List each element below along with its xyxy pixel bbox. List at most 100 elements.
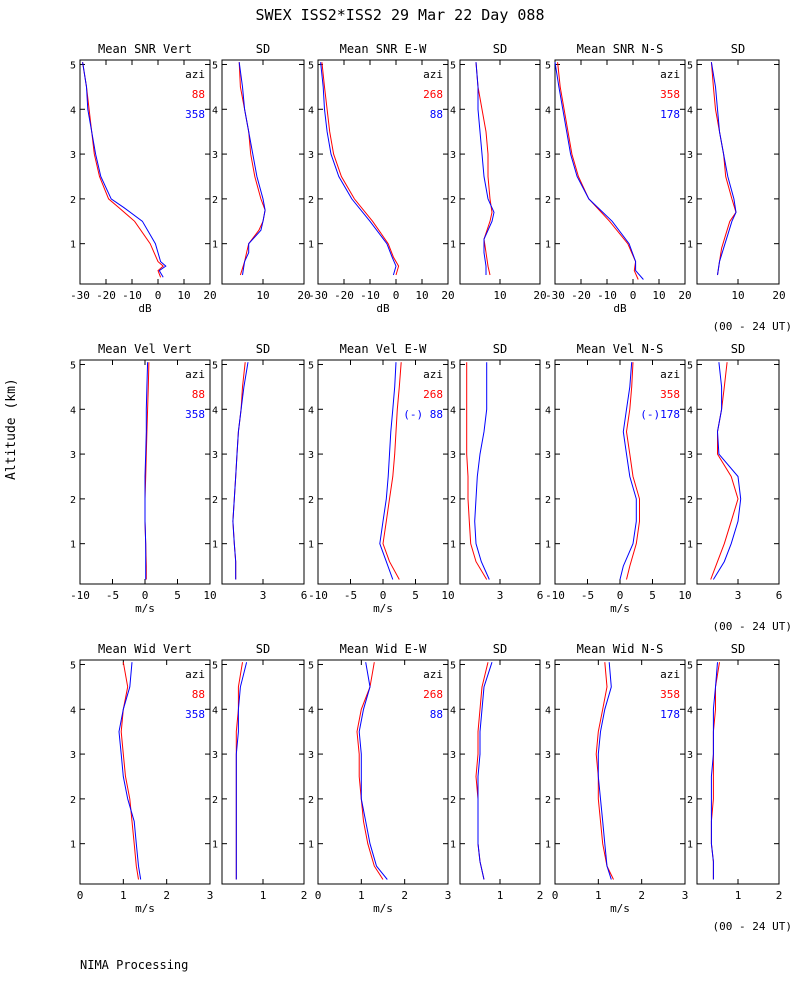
series-line-r0-p4-358: [557, 62, 639, 280]
panel-title-r0-p0: Mean SNR Vert: [98, 42, 192, 56]
x-tick-label-r1-p2-0: 0: [380, 589, 387, 602]
panel-title-r2-p0: Mean Wid Vert: [98, 642, 192, 656]
series-line-r1-p0-358: [144, 362, 149, 580]
y-tick-label-r1-p4-2: 2: [545, 495, 551, 506]
y-tick-label-r2-p0-3: 3: [70, 750, 76, 761]
x-tick-label-r0-p4-10: 10: [652, 289, 665, 302]
y-tick-label-r2-p5-2: 2: [687, 795, 693, 806]
y-tick-label-r2-p4-3: 3: [545, 750, 551, 761]
x-tick-label-r1-p2--5: -5: [344, 589, 357, 602]
y-tick-label-r1-p5-1: 1: [687, 540, 693, 551]
y-tick-label-r1-p4-4: 4: [545, 405, 551, 416]
x-tick-label-r0-p4-20: 20: [678, 289, 691, 302]
y-tick-label-r1-p5-3: 3: [687, 450, 693, 461]
legend-entry-r1-p4-1: (-)178: [640, 408, 680, 421]
panel-frame-r1-p1: [221, 359, 305, 585]
x-axis-unit-r1-p0: m/s: [135, 602, 155, 615]
panel-frame-r2-p2: [317, 659, 449, 885]
x-tick-label-r0-p4--10: -10: [597, 289, 617, 302]
y-tick-label-r1-p3-5: 5: [450, 360, 456, 371]
y-tick-label-r1-p2-1: 1: [308, 540, 314, 551]
panel-title-r2-p5: SD: [731, 642, 745, 656]
x-axis-unit-r0-p4: dB: [613, 302, 627, 315]
series-line-r2-p0-88: [120, 662, 139, 880]
y-tick-label-r2-p1-2: 2: [212, 795, 218, 806]
panel-frame-r2-p0: [79, 659, 211, 885]
y-tick-label-r0-p5-3: 3: [687, 150, 693, 161]
legend-entry-r2-p4-0: 358: [660, 688, 680, 701]
y-tick-label-r0-p3-3: 3: [450, 150, 456, 161]
y-tick-label-r1-p1-5: 5: [212, 360, 218, 371]
y-tick-label-r1-p2-4: 4: [308, 405, 314, 416]
y-tick-label-r0-p1-2: 2: [212, 195, 218, 206]
legend-entry-r2-p2-1: 88: [430, 708, 443, 721]
y-tick-label-r0-p4-1: 1: [545, 240, 551, 251]
x-tick-label-r1-p4--10: -10: [545, 589, 565, 602]
y-tick-label-r0-p5-2: 2: [687, 195, 693, 206]
y-tick-label-r2-p1-1: 1: [212, 840, 218, 851]
y-tick-label-r2-p0-2: 2: [70, 795, 76, 806]
x-tick-label-r0-p3-10: 10: [493, 289, 506, 302]
y-tick-label-r0-p4-3: 3: [545, 150, 551, 161]
series-line-r2-p3-88: [477, 662, 493, 880]
y-tick-label-r0-p1-1: 1: [212, 240, 218, 251]
y-tick-label-r1-p1-4: 4: [212, 405, 218, 416]
series-line-r2-p2-88: [358, 662, 388, 880]
x-tick-label-r2-p4-2: 2: [638, 889, 645, 902]
panel-frame-r0-p3: [459, 59, 541, 285]
y-tick-label-r2-p4-1: 1: [545, 840, 551, 851]
legend-entry-r0-p2-0: 268: [423, 88, 443, 101]
x-tick-label-r2-p0-0: 0: [77, 889, 84, 902]
y-tick-label-r0-p4-4: 4: [545, 105, 551, 116]
y-tick-label-r2-p2-3: 3: [308, 750, 314, 761]
legend-entry-r2-p0-1: 358: [185, 708, 205, 721]
series-line-r1-p2-88: [379, 362, 397, 580]
x-axis-unit-r2-p4: m/s: [610, 902, 630, 915]
series-line-r0-p3-268: [475, 62, 493, 276]
y-tick-label-r2-p0-5: 5: [70, 660, 76, 671]
y-tick-label-r0-p1-3: 3: [212, 150, 218, 161]
y-tick-label-r0-p3-4: 4: [450, 105, 456, 116]
series-line-r0-p0-88: [82, 62, 164, 278]
x-tick-label-r2-p4-0: 0: [552, 889, 559, 902]
x-tick-label-r2-p2-1: 1: [358, 889, 365, 902]
x-tick-label-r2-p0-3: 3: [207, 889, 214, 902]
y-tick-label-r1-p1-1: 1: [212, 540, 218, 551]
x-tick-label-r1-p0--10: -10: [70, 589, 90, 602]
y-tick-label-r1-p3-3: 3: [450, 450, 456, 461]
legend-entry-r1-p0-0: 88: [192, 388, 205, 401]
x-axis-unit-r0-p2: dB: [376, 302, 390, 315]
x-tick-label-r0-p2-0: 0: [393, 289, 400, 302]
series-line-r0-p5-358: [710, 62, 737, 276]
y-tick-label-r1-p0-3: 3: [70, 450, 76, 461]
y-tick-label-r2-p1-5: 5: [212, 660, 218, 671]
x-tick-label-r2-p0-2: 2: [163, 889, 170, 902]
x-tick-label-r0-p0-20: 20: [203, 289, 216, 302]
y-tick-label-r2-p0-4: 4: [70, 705, 76, 716]
series-line-r0-p2-268: [321, 62, 400, 276]
y-tick-label-r0-p0-5: 5: [70, 60, 76, 71]
x-tick-label-r2-p2-2: 2: [401, 889, 408, 902]
x-tick-label-r0-p2--30: -30: [308, 289, 328, 302]
panel-frame-r1-p5: [696, 359, 780, 585]
y-tick-label-r2-p4-4: 4: [545, 705, 551, 716]
x-tick-label-r2-p5-2: 2: [776, 889, 783, 902]
panel-frame-r2-p1: [221, 659, 305, 885]
y-tick-label-r1-p0-5: 5: [70, 360, 76, 371]
legend-header-r0-p2: azi: [423, 68, 443, 81]
y-tick-label-r2-p4-5: 5: [545, 660, 551, 671]
x-axis-unit-r1-p4: m/s: [610, 602, 630, 615]
x-tick-label-r2-p3-1: 1: [497, 889, 504, 902]
x-tick-label-r0-p2--20: -20: [334, 289, 354, 302]
x-tick-label-r2-p2-0: 0: [315, 889, 322, 902]
x-tick-label-r1-p0-10: 10: [203, 589, 216, 602]
y-tick-label-r0-p3-1: 1: [450, 240, 456, 251]
processing-footer: NIMA Processing: [80, 958, 189, 972]
y-tick-label-r1-p4-5: 5: [545, 360, 551, 371]
series-line-r2-p5-178: [710, 662, 718, 880]
x-tick-label-r0-p2-10: 10: [415, 289, 428, 302]
x-tick-label-r0-p0-0: 0: [155, 289, 162, 302]
y-tick-label-r1-p2-2: 2: [308, 495, 314, 506]
y-tick-label-r2-p2-2: 2: [308, 795, 314, 806]
